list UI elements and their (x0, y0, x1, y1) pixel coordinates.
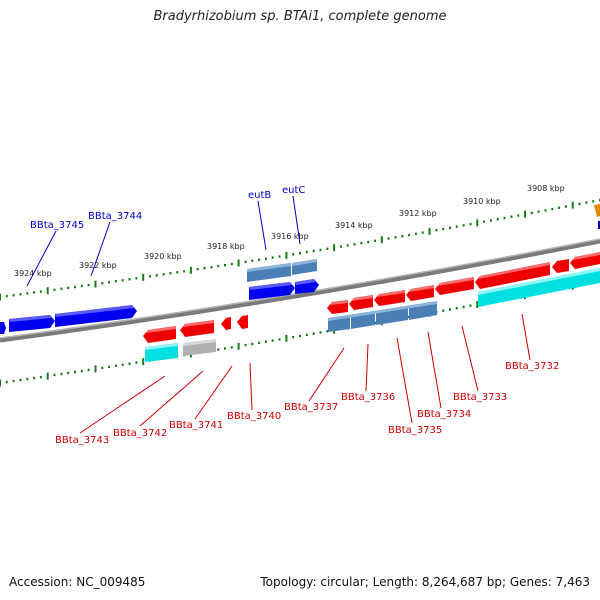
gene-label-bbta-3743[interactable]: BBta_3743 (55, 435, 109, 446)
accession-label: Accession: NC_009485 (9, 575, 146, 589)
ruler-label-3922: 3922 kbp (79, 261, 117, 270)
gene-label-eutc[interactable]: eutC (282, 185, 305, 196)
ruler-label-3910: 3910 kbp (463, 197, 501, 206)
leader-bbta-3737 (308, 347, 345, 402)
gene-label-eutb[interactable]: eutB (248, 190, 271, 201)
gene-arrow-bbta-3741[interactable] (221, 317, 231, 330)
gene-label-bbta-3745[interactable]: BBta_3745 (30, 220, 84, 231)
leader-bbta-3742 (139, 370, 204, 427)
gene-arrow-bbta-3740[interactable] (237, 315, 248, 329)
leader-eutc (292, 195, 301, 245)
genome-summary: Topology: circular; Length: 8,264,687 bp… (260, 575, 590, 589)
genome-backbone (0, 238, 600, 343)
leader-bbta-3741 (194, 365, 233, 420)
gene-label-bbta-3734[interactable]: BBta_3734 (417, 409, 471, 420)
leader-bbta-3740 (249, 362, 253, 411)
gene-label-bbta-3741[interactable]: BBta_3741 (169, 420, 223, 431)
leader-bbta-3743 (79, 375, 166, 434)
ruler-label-3916: 3916 kbp (271, 232, 309, 241)
gene-label-bbta-3733[interactable]: BBta_3733 (453, 392, 507, 403)
leader-bbta-3745 (26, 230, 57, 287)
gene-label-bbta-3732[interactable]: BBta_3732 (505, 361, 559, 372)
orange-feature[interactable] (594, 204, 600, 217)
outer-ruler (0, 198, 600, 301)
ruler-label-3908: 3908 kbp (527, 184, 565, 193)
ruler-label-3920: 3920 kbp (144, 252, 182, 261)
gene-arrow-bbta-3744[interactable] (55, 305, 137, 327)
gene-label-bbta-3737[interactable]: BBta_3737 (284, 402, 338, 413)
leader-eutb (257, 200, 267, 251)
gene-arrow-bbta-3732[interactable] (475, 262, 550, 289)
leader-bbta-3733 (461, 325, 479, 392)
ruler-label-3918: 3918 kbp (207, 242, 245, 251)
gene-label-bbta-3736[interactable]: BBta_3736 (341, 392, 395, 403)
ruler-label-3924: 3924 kbp (14, 269, 52, 278)
leader-bbta-3736 (365, 343, 369, 392)
gene-label-bbta-3744[interactable]: BBta_3744 (88, 211, 142, 222)
ruler-label-3914: 3914 kbp (335, 221, 373, 230)
gene-label-bbta-3735[interactable]: BBta_3735 (388, 425, 442, 436)
gene-arrow-bbta-3746[interactable] (0, 322, 6, 334)
leader-bbta-3734 (427, 331, 442, 409)
gene-arrow-bbta-3731[interactable] (552, 259, 569, 273)
gene-label-bbta-3742[interactable]: BBta_3742 (113, 428, 167, 439)
leader-bbta-3732 (521, 313, 531, 361)
product-bbta-3732[interactable] (478, 268, 600, 307)
gene-label-bbta-3740[interactable]: BBta_3740 (227, 411, 281, 422)
leader-bbta-3735 (396, 337, 413, 424)
leader-bbta-3744 (90, 221, 111, 277)
map-title: Bradyrhizobium sp. BTAi1, complete genom… (153, 9, 447, 24)
ruler-label-3912: 3912 kbp (399, 209, 437, 218)
